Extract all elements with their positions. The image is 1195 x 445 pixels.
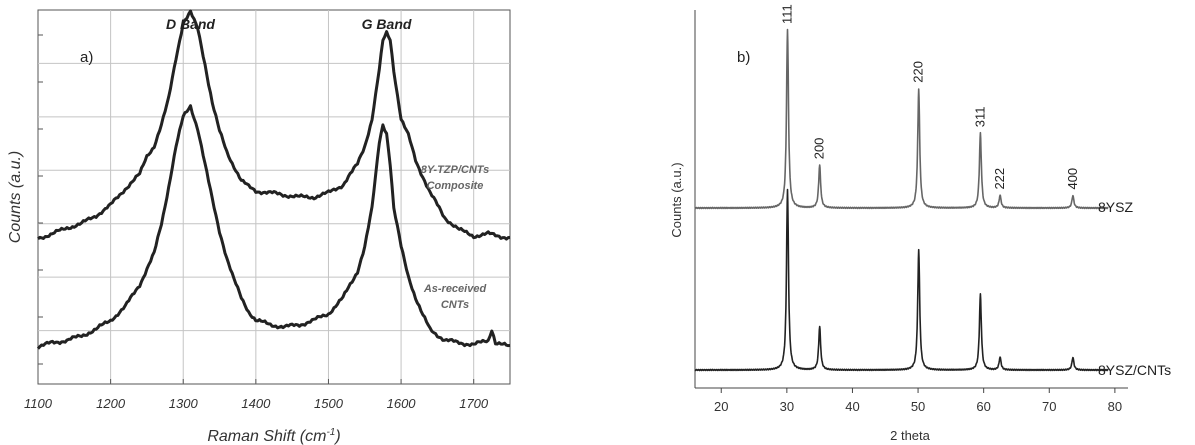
panel-b-series-line-2 bbox=[694, 188, 1109, 372]
panel-a-x-ticks: 1100 1200 1300 1400 1500 1600 1700 bbox=[24, 379, 489, 411]
panel-a-xtick-label-1300: 1300 bbox=[169, 396, 199, 411]
panel-a-series-1-label-line-1: 8Y-TZP/CNTs bbox=[421, 164, 489, 176]
panel-a-x-axis-title: Raman Shift (cm-1) bbox=[207, 427, 340, 445]
panel-a-xtick-label-1200: 1200 bbox=[96, 396, 126, 411]
panel-b-xtick-label-40: 40 bbox=[845, 399, 859, 414]
panel-a-xtick-label-1700: 1700 bbox=[459, 396, 489, 411]
panel-a-label: a) bbox=[80, 49, 93, 66]
panel-b-peak-label-222: 222 bbox=[992, 168, 1007, 190]
panel-b-xtick-label-70: 70 bbox=[1042, 399, 1056, 414]
panel-a-annotation-1: D Band bbox=[166, 16, 215, 32]
panel-a-series bbox=[36, 9, 511, 350]
panel-a-series-2-label-line-2: CNTs bbox=[441, 299, 469, 311]
panel-b-peak-label-311: 311 bbox=[972, 107, 987, 128]
panel-a-raman: 1100 1200 1300 1400 1500 1600 1700 D Band G Ban… bbox=[7, 9, 511, 445]
panel-b-series-line-1 bbox=[694, 28, 1109, 210]
panel-b-xtick-label-30: 30 bbox=[780, 399, 794, 414]
panel-b-peak-label-400: 400 bbox=[1065, 168, 1080, 190]
panel-b-xtick-label-80: 80 bbox=[1108, 399, 1122, 414]
panel-a-series-1-label-line-2: Composite bbox=[427, 180, 484, 192]
panel-b-xtick-label-60: 60 bbox=[976, 399, 990, 414]
panel-a-series-line-1 bbox=[37, 9, 511, 241]
panel-a-xtick-label-1100: 1100 bbox=[24, 396, 53, 411]
panel-b-peak-labels: 111 200 220 311 222 400 bbox=[780, 4, 1080, 189]
panel-b-peak-label-220: 220 bbox=[911, 61, 926, 83]
panel-a-annotation-2: G Band bbox=[362, 16, 412, 32]
panel-a-xtick-label-1400: 1400 bbox=[241, 396, 271, 411]
panel-a-series-2-label-line-1: As-received bbox=[423, 283, 487, 295]
panel-b-peak-label-111: 111 bbox=[780, 4, 795, 24]
panel-b-series-2-label: 8YSZ/CNTs bbox=[1098, 362, 1171, 378]
panel-b-x-axis-title: 2 theta bbox=[890, 428, 931, 443]
panel-a-series-line-2 bbox=[36, 104, 511, 350]
panel-a-plot-frame bbox=[37, 9, 511, 385]
panel-b-xtick-label-20: 20 bbox=[714, 399, 728, 414]
panel-b-series bbox=[694, 28, 1109, 372]
panel-a-annotations: D Band G Band bbox=[166, 16, 412, 32]
panel-b-xrd: 20 30 40 50 60 70 80 111 200 220 311 222 400 b) 8YS… bbox=[669, 4, 1171, 443]
panel-a-xtick-label-1500: 1500 bbox=[314, 396, 344, 411]
panel-b-x-ticks: 20 30 40 50 60 70 80 bbox=[714, 388, 1122, 414]
panel-b-peak-label-200: 200 bbox=[812, 138, 827, 160]
panel-a-y-ticks bbox=[38, 34, 43, 365]
panel-a-xtick-label-1600: 1600 bbox=[387, 396, 417, 411]
panel-b-xtick-label-50: 50 bbox=[911, 399, 925, 414]
panel-a-gridlines bbox=[38, 10, 510, 384]
panel-a-y-axis-title: Counts (a.u.) bbox=[7, 151, 24, 243]
panel-b-series-1-label: 8YSZ bbox=[1098, 199, 1133, 215]
panel-b-y-axis-title: Counts (a.u.) bbox=[669, 162, 684, 237]
panel-b-label: b) bbox=[737, 49, 750, 66]
